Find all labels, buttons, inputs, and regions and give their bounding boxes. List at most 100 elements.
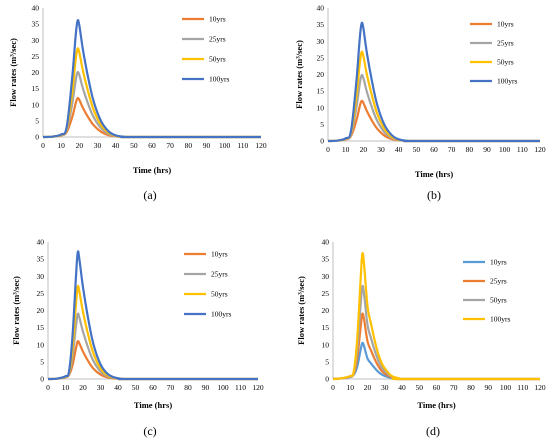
x-tick-label: 90 — [203, 141, 211, 150]
y-tick-label: 25 — [322, 289, 330, 298]
y-tick-label: 10 — [322, 340, 330, 349]
chart-panel-1: 0 5 10 15 20 25 30 35 40 0 10 20 30 40 50 60 70 80 90 100 11… — [8, 4, 267, 203]
x-tick-label: 0 — [46, 383, 50, 392]
x-tick-label: 70 — [166, 141, 174, 150]
series-line-100yrs — [47, 250, 258, 381]
y-axis-label: Flow rates (m³/sec) — [8, 38, 18, 107]
y-tick-label: 40 — [322, 238, 330, 247]
x-tick-label: 40 — [114, 383, 122, 392]
chart-panel-2: 0 5 10 15 20 25 30 35 40 0 10 20 30 40 50 60 70 80 90 100 11… — [294, 4, 546, 203]
y-tick-label: 35 — [322, 255, 330, 264]
x-tick-label: 80 — [184, 383, 192, 392]
legend-label: 10yrs — [490, 258, 507, 267]
y-tick-label: 15 — [37, 323, 45, 332]
x-tick-label: 120 — [255, 141, 267, 150]
x-tick-label: 0 — [331, 383, 335, 392]
panel-label: (d) — [426, 424, 440, 438]
legend-label: 25yrs — [497, 39, 514, 48]
x-tick-label: 20 — [360, 145, 368, 154]
legend-label: 100yrs — [209, 75, 229, 84]
y-tick-label: 5 — [40, 357, 44, 366]
legend-label: 25yrs — [211, 270, 228, 279]
series-line-10yrs — [332, 341, 540, 381]
y-tick-label: 40 — [32, 4, 40, 13]
legend-label: 10yrs — [209, 15, 226, 24]
panel-label: (c) — [143, 424, 156, 438]
x-tick-label: 70 — [448, 145, 456, 154]
x-tick-label: 60 — [149, 383, 157, 392]
series-line-50yrs — [332, 284, 540, 381]
x-tick-label: 60 — [433, 383, 441, 392]
legend-label: 100yrs — [211, 310, 231, 319]
x-tick-label: 80 — [467, 383, 475, 392]
x-tick-label: 60 — [148, 141, 156, 150]
x-tick-label: 60 — [430, 145, 438, 154]
x-tick-label: 20 — [364, 383, 372, 392]
series-line-50yrs — [47, 284, 258, 381]
y-tick-label: 20 — [322, 306, 330, 315]
x-axis-label: Time (hrs) — [134, 400, 172, 410]
y-tick-label: 5 — [35, 116, 39, 125]
legend-label: 50yrs — [490, 296, 507, 305]
panel-label: (a) — [143, 188, 156, 202]
y-tick-label: 25 — [37, 289, 45, 298]
series-line-10yrs — [47, 339, 258, 381]
x-tick-label: 50 — [130, 141, 138, 150]
y-tick-label: 30 — [37, 272, 45, 281]
y-tick-label: 30 — [32, 36, 40, 45]
y-tick-label: 15 — [32, 84, 40, 93]
x-tick-label: 20 — [79, 383, 87, 392]
x-tick-label: 90 — [483, 145, 491, 154]
x-tick-label: 100 — [217, 383, 229, 392]
legend-label: 50yrs — [497, 58, 514, 67]
x-tick-label: 100 — [500, 383, 512, 392]
y-tick-label: 5 — [325, 357, 329, 366]
x-tick-label: 80 — [466, 145, 474, 154]
y-tick-label: 20 — [32, 68, 40, 77]
x-tick-label: 70 — [450, 383, 458, 392]
y-tick-label: 25 — [32, 52, 40, 61]
x-tick-label: 70 — [167, 383, 175, 392]
x-axis-label: Time (hrs) — [133, 165, 171, 175]
series-line-10yrs — [42, 96, 261, 139]
y-tick-label: 0 — [320, 137, 324, 146]
y-tick-label: 10 — [317, 103, 325, 112]
y-tick-label: 25 — [317, 53, 325, 62]
x-tick-label: 120 — [534, 383, 546, 392]
x-tick-label: 30 — [94, 141, 102, 150]
legend-label: 10yrs — [211, 250, 228, 259]
x-tick-label: 30 — [381, 383, 389, 392]
y-tick-label: 35 — [317, 20, 325, 29]
chart-panel-4: 0 5 10 15 20 25 30 35 40 0 10 20 30 40 50 60 70 80 90 100 11… — [296, 238, 546, 439]
y-tick-label: 15 — [322, 323, 330, 332]
legend-label: 10yrs — [497, 20, 514, 29]
x-tick-label: 10 — [347, 383, 355, 392]
y-tick-label: 0 — [325, 375, 329, 384]
x-tick-label: 30 — [97, 383, 105, 392]
y-tick-label: 15 — [317, 87, 325, 96]
series-line-100yrs — [332, 252, 540, 381]
x-tick-label: 10 — [342, 145, 350, 154]
y-tick-label: 0 — [40, 375, 44, 384]
y-tick-label: 10 — [37, 340, 45, 349]
y-tick-label: 5 — [320, 120, 324, 129]
y-axis-label: Flow rates (m³/sec) — [11, 276, 21, 345]
panel-label: (b) — [427, 188, 441, 202]
x-tick-label: 50 — [416, 383, 424, 392]
legend-label: 25yrs — [209, 35, 226, 44]
x-tick-label: 0 — [326, 145, 330, 154]
x-tick-label: 50 — [413, 145, 421, 154]
x-tick-label: 40 — [112, 141, 120, 150]
y-tick-label: 20 — [37, 306, 45, 315]
x-tick-label: 80 — [185, 141, 193, 150]
x-tick-label: 40 — [395, 145, 403, 154]
series-line-100yrs — [42, 19, 261, 139]
y-tick-label: 30 — [322, 272, 330, 281]
x-tick-label: 100 — [219, 141, 231, 150]
y-tick-label: 0 — [35, 133, 39, 142]
y-tick-label: 35 — [32, 20, 40, 29]
series-line-100yrs — [327, 21, 540, 143]
x-tick-label: 110 — [237, 141, 248, 150]
legend-label: 50yrs — [209, 55, 226, 64]
